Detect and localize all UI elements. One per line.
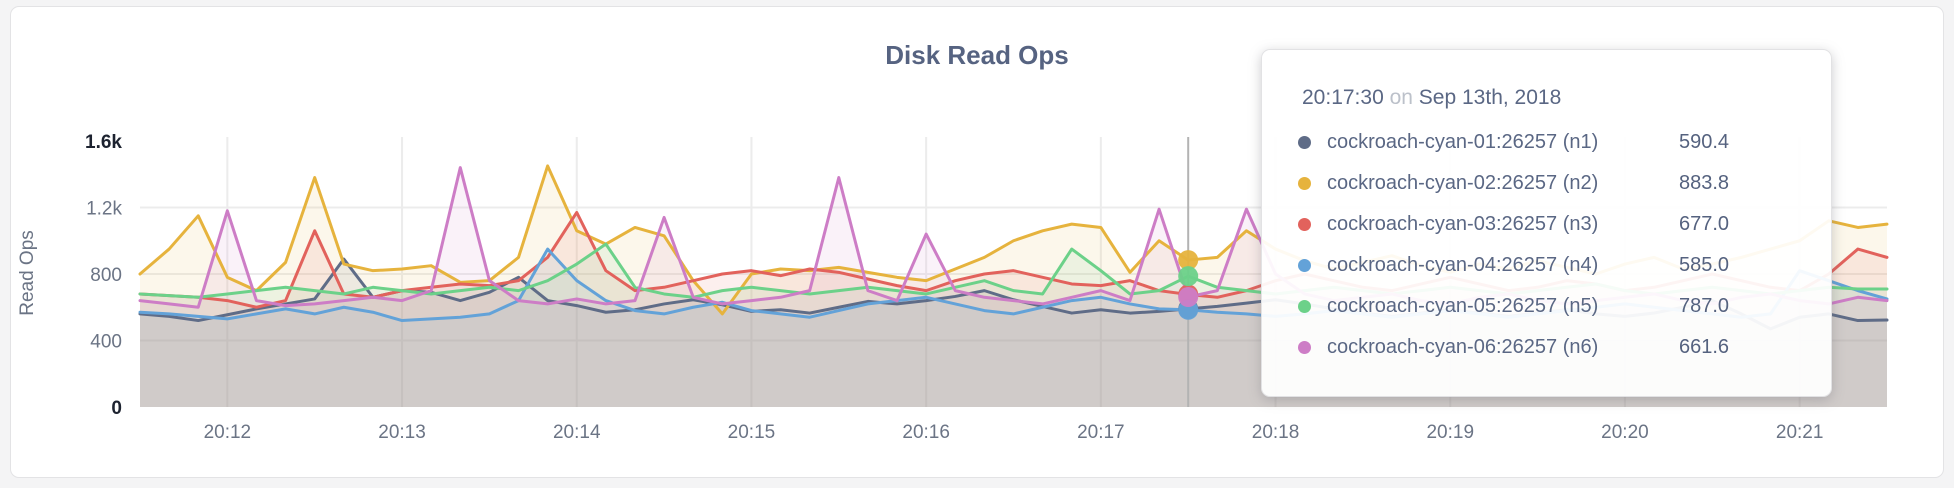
tooltip-time: 20:17:30 bbox=[1302, 86, 1384, 109]
x-tick-label: 20:20 bbox=[1601, 422, 1649, 443]
y-tick-label: 0 bbox=[111, 398, 122, 419]
series-value: 787.0 bbox=[1679, 295, 1730, 317]
y-tick-label: 1.2k bbox=[86, 199, 122, 220]
series-value: 661.6 bbox=[1679, 336, 1730, 358]
tooltip-connector: on bbox=[1389, 86, 1413, 109]
series-name: cockroach-cyan-02:26257 (n2) bbox=[1327, 172, 1599, 194]
hover-point-n6 bbox=[1178, 287, 1199, 308]
x-tick-label: 20:15 bbox=[728, 422, 776, 443]
chart-title: Disk Read Ops bbox=[885, 40, 1069, 70]
series-value: 585.0 bbox=[1679, 254, 1730, 276]
series-color-dot bbox=[1298, 259, 1311, 272]
series-color-dot bbox=[1298, 300, 1311, 313]
tooltip-series-row: cockroach-cyan-03:26257 (n3) 677.0 bbox=[1298, 204, 1811, 245]
series-color-dot bbox=[1298, 218, 1311, 231]
x-tick-label: 20:17 bbox=[1077, 422, 1125, 443]
x-tick-label: 20:21 bbox=[1776, 422, 1824, 443]
x-tick-label: 20:12 bbox=[204, 422, 252, 443]
series-name: cockroach-cyan-03:26257 (n3) bbox=[1327, 213, 1599, 235]
series-color-dot bbox=[1298, 136, 1311, 149]
y-tick-label: 400 bbox=[90, 332, 122, 353]
series-name: cockroach-cyan-06:26257 (n6) bbox=[1327, 336, 1599, 358]
tooltip-series-row: cockroach-cyan-02:26257 (n2) 883.8 bbox=[1298, 163, 1811, 204]
tooltip-series-row: cockroach-cyan-05:26257 (n5) 787.0 bbox=[1298, 286, 1811, 327]
series-name: cockroach-cyan-04:26257 (n4) bbox=[1327, 254, 1599, 276]
series-value: 883.8 bbox=[1679, 172, 1730, 194]
x-tick-label: 20:16 bbox=[902, 422, 950, 443]
series-name: cockroach-cyan-01:26257 (n1) bbox=[1327, 131, 1599, 153]
tooltip-rows: cockroach-cyan-01:26257 (n1) 590.4 cockroa… bbox=[1298, 122, 1811, 368]
tooltip-series-row: cockroach-cyan-01:26257 (n1) 590.4 bbox=[1298, 122, 1811, 163]
hover-point-n2 bbox=[1178, 250, 1199, 271]
hover-point-n5 bbox=[1178, 266, 1199, 287]
tooltip-header: 20:17:30 on Sep 13th, 2018 bbox=[1302, 86, 1811, 110]
x-tick-label: 20:14 bbox=[553, 422, 601, 443]
tooltip-date: Sep 13th, 2018 bbox=[1418, 86, 1562, 109]
tooltip-series-row: cockroach-cyan-06:26257 (n6) 661.6 bbox=[1298, 327, 1811, 368]
series-value: 677.0 bbox=[1679, 213, 1730, 235]
x-tick-label: 20:19 bbox=[1426, 422, 1474, 443]
hover-tooltip: 20:17:30 on Sep 13th, 2018 cockroach-cya… bbox=[1261, 49, 1832, 397]
series-value: 590.4 bbox=[1679, 131, 1730, 153]
y-tick-label: 800 bbox=[90, 265, 122, 286]
tooltip-series-row: cockroach-cyan-04:26257 (n4) 585.0 bbox=[1298, 245, 1811, 286]
x-tick-label: 20:13 bbox=[378, 422, 426, 443]
series-color-dot bbox=[1298, 177, 1311, 190]
series-name: cockroach-cyan-05:26257 (n5) bbox=[1327, 295, 1599, 317]
series-color-dot bbox=[1298, 341, 1311, 354]
x-tick-label: 20:18 bbox=[1252, 422, 1300, 443]
y-tick-label: 1.6k bbox=[85, 132, 122, 153]
